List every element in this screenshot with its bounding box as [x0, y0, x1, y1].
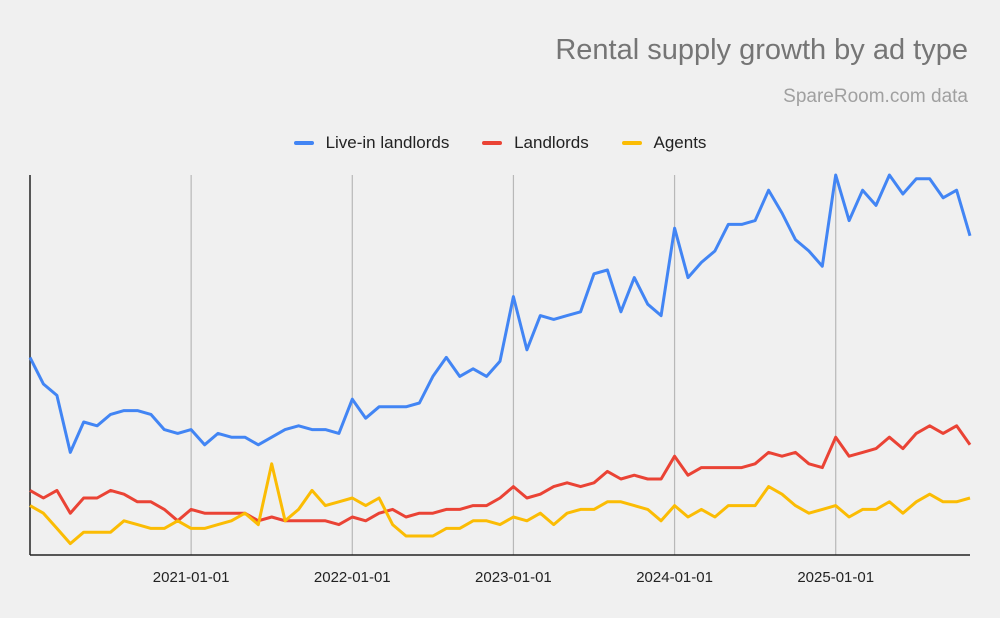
- x-tick-label: 2022-01-01: [314, 569, 391, 586]
- legend-swatch: [293, 141, 314, 145]
- series-line-agents: [29, 462, 971, 546]
- x-tick-label: 2023-01-01: [475, 569, 552, 586]
- x-tick-label: 2025-01-01: [797, 569, 874, 586]
- legend: Live-in landlords Landlords Agents: [0, 130, 1000, 153]
- legend-label: Landlords: [514, 133, 589, 152]
- x-tick-label: 2024-01-01: [636, 569, 713, 586]
- x-tick-label: 2021-01-01: [153, 569, 230, 586]
- legend-swatch: [482, 141, 503, 145]
- legend-item-landlords[interactable]: Landlords: [482, 133, 589, 153]
- legend-label: Live-in landlords: [325, 133, 450, 152]
- legend-label: Agents: [653, 133, 707, 152]
- chart-subtitle: SpareRoom.com data: [783, 86, 968, 107]
- series-line-live-in-landlords: [28, 173, 972, 454]
- legend-item-live-in-landlords[interactable]: Live-in landlords: [293, 133, 450, 153]
- legend-swatch: [621, 141, 642, 145]
- chart-title: Rental supply growth by ad type: [555, 34, 968, 66]
- legend-item-agents[interactable]: Agents: [621, 133, 707, 153]
- series-line-landlords: [29, 424, 972, 527]
